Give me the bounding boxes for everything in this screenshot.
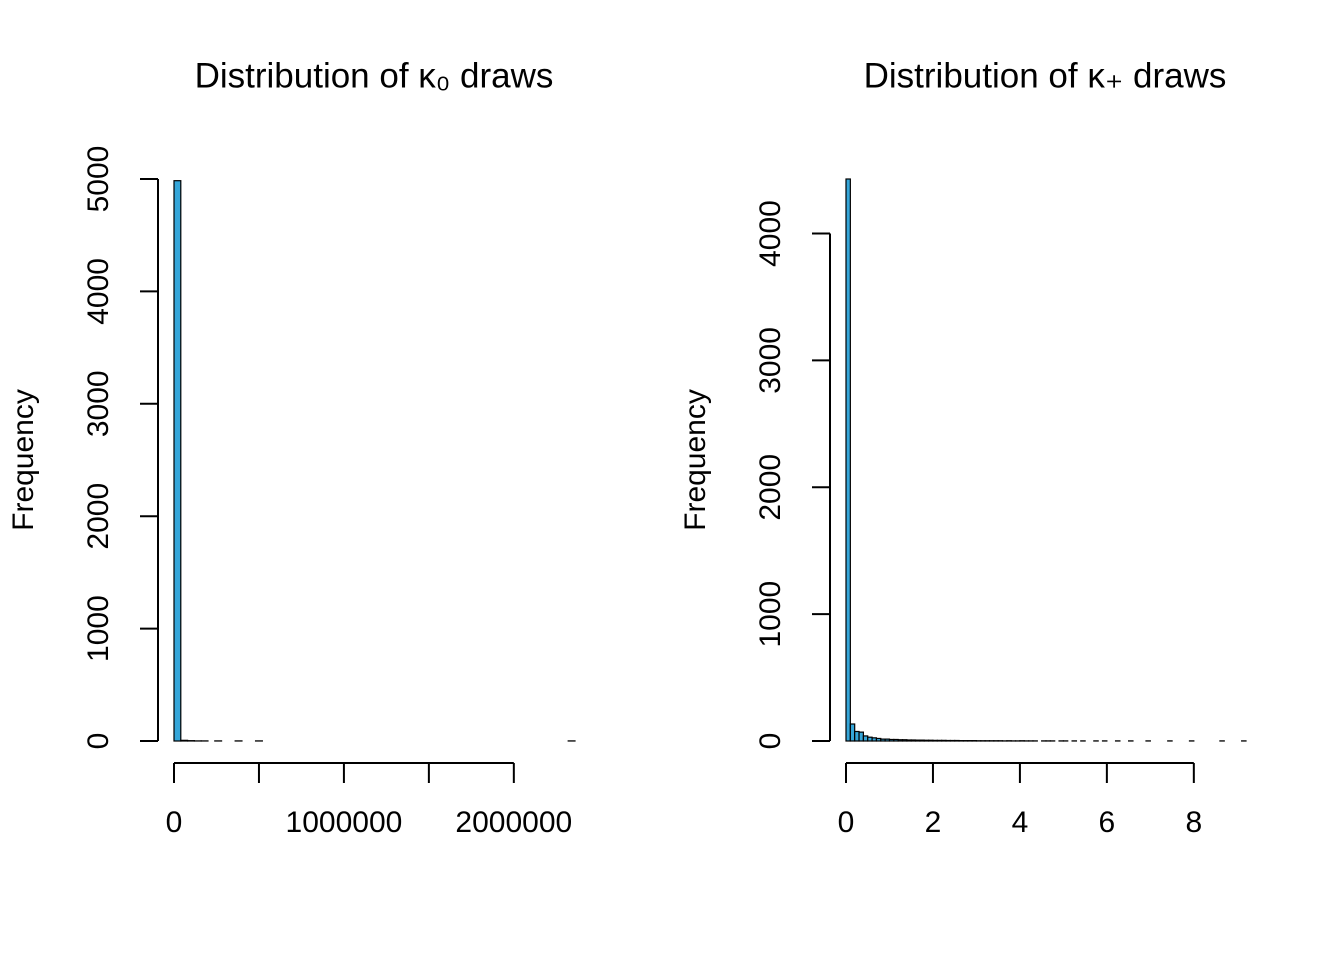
y-axis-label: Frequency [7,389,40,531]
bar [941,739,947,742]
bar [845,178,851,742]
bar [849,723,856,742]
y-tick-label: 3000 [754,327,787,394]
bar [862,735,869,742]
bar [945,739,951,742]
bar [875,737,882,742]
y-tick-label: 1000 [82,595,115,662]
x-tick-label: 0 [838,806,855,839]
y-tick-label: 2000 [754,454,787,521]
y-tick-label: 5000 [82,146,115,213]
bar [867,736,873,742]
bar [880,738,886,742]
bar [949,739,956,742]
bar [936,739,943,742]
bar [910,739,917,742]
bar [858,731,864,742]
x-tick-label: 6 [1099,806,1116,839]
bar [173,180,182,742]
bar [914,739,921,742]
bar [932,739,938,742]
x-tick-label: 0 [166,806,183,839]
y-tick-label: 0 [82,733,115,750]
bar [901,739,908,742]
bar [923,739,930,742]
y-axis-label: Frequency [679,389,712,531]
bar [884,738,891,742]
y-tick-label: 0 [754,733,787,750]
chart-title: Distribution of κ₊ draws [864,56,1227,95]
bar [893,738,899,742]
bar [854,730,860,742]
bar [954,739,960,742]
bar [928,739,934,742]
bar [180,739,189,742]
x-tick-label: 1000000 [286,806,403,839]
chart-title: Distribution of κ₀ draws [195,56,554,95]
bar [897,739,904,742]
y-tick-label: 1000 [754,581,787,648]
x-tick-label: 8 [1185,806,1202,839]
bar [906,739,912,742]
x-tick-label: 2000000 [455,806,572,839]
bar [919,739,925,742]
y-tick-label: 4000 [754,200,787,267]
bar [888,738,895,742]
x-tick-label: 2 [925,806,942,839]
bar [871,737,878,742]
y-tick-label: 3000 [82,370,115,437]
y-tick-label: 2000 [82,483,115,550]
y-tick-label: 4000 [82,258,115,325]
x-tick-label: 4 [1012,806,1029,839]
